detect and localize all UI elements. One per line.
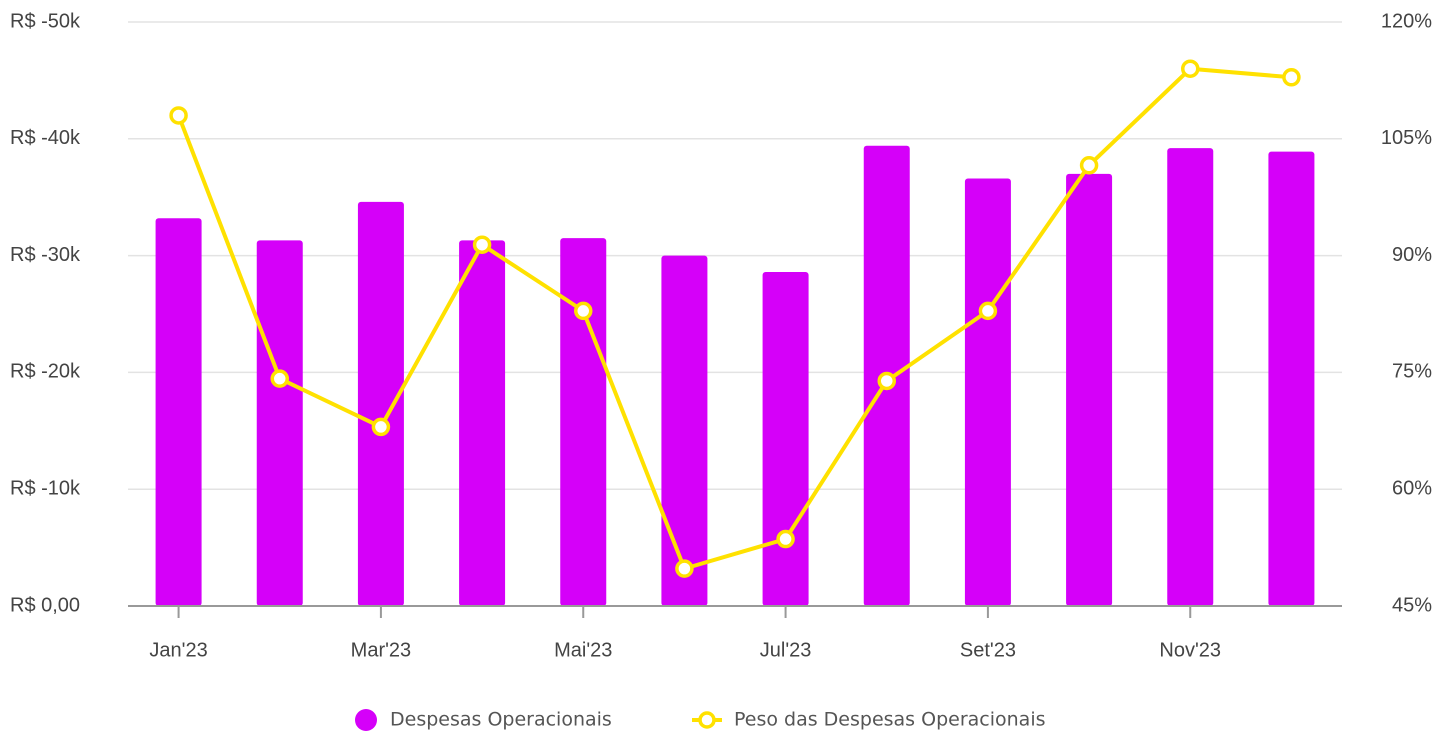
line xyxy=(176,66,1292,571)
x-tick-label: Nov'23 xyxy=(1159,639,1221,661)
y2-tick-label: 45% xyxy=(1392,594,1432,616)
y-tick-label: R$ 0,00 xyxy=(10,594,80,616)
bar xyxy=(964,178,1011,606)
x-tick-label: Mai'23 xyxy=(554,639,612,661)
line-point xyxy=(776,529,795,549)
x-tick-label: Jan'23 xyxy=(149,639,207,661)
line-point xyxy=(574,301,593,321)
legend-label: Despesas Operacionais xyxy=(390,709,612,731)
bar xyxy=(1066,173,1113,606)
y2-tick-label: 105% xyxy=(1381,127,1432,149)
y2-tick-label: 60% xyxy=(1392,477,1432,499)
y2-tick-label: 90% xyxy=(1392,244,1432,266)
x-tick-label: Mar'23 xyxy=(351,639,412,661)
bar xyxy=(155,218,202,606)
line-point xyxy=(1079,156,1099,175)
line-point xyxy=(1282,68,1301,87)
bar xyxy=(762,271,809,606)
line-point xyxy=(877,371,896,391)
x-tick-label: Set'23 xyxy=(960,639,1016,661)
bar xyxy=(560,238,607,606)
legend-swatch xyxy=(698,711,716,729)
bar xyxy=(661,255,708,606)
line-point xyxy=(978,301,998,321)
legend-swatch xyxy=(355,709,377,731)
x-tick-label: Jul'23 xyxy=(760,639,812,661)
bar xyxy=(1268,151,1315,606)
bar xyxy=(1167,148,1214,607)
line-point xyxy=(169,106,188,125)
bar xyxy=(459,240,506,606)
line-point xyxy=(371,417,391,437)
y2-tick-label: 120% xyxy=(1381,10,1432,32)
y-tick-label: R$ -40k xyxy=(10,127,81,149)
bar xyxy=(256,240,303,606)
bar xyxy=(357,201,404,606)
line-point xyxy=(472,235,492,254)
y-tick-label: R$ -10k xyxy=(10,477,81,499)
y-tick-label: R$ -30k xyxy=(10,244,81,266)
line-point xyxy=(270,369,289,388)
legend-label: Peso das Despesas Operacionais xyxy=(734,709,1046,731)
y-tick-label: R$ -50k xyxy=(10,10,81,32)
y-tick-label: R$ -20k xyxy=(10,361,81,383)
y2-tick-label: 75% xyxy=(1392,361,1432,383)
line-point xyxy=(675,559,694,578)
line-point xyxy=(1181,59,1200,78)
